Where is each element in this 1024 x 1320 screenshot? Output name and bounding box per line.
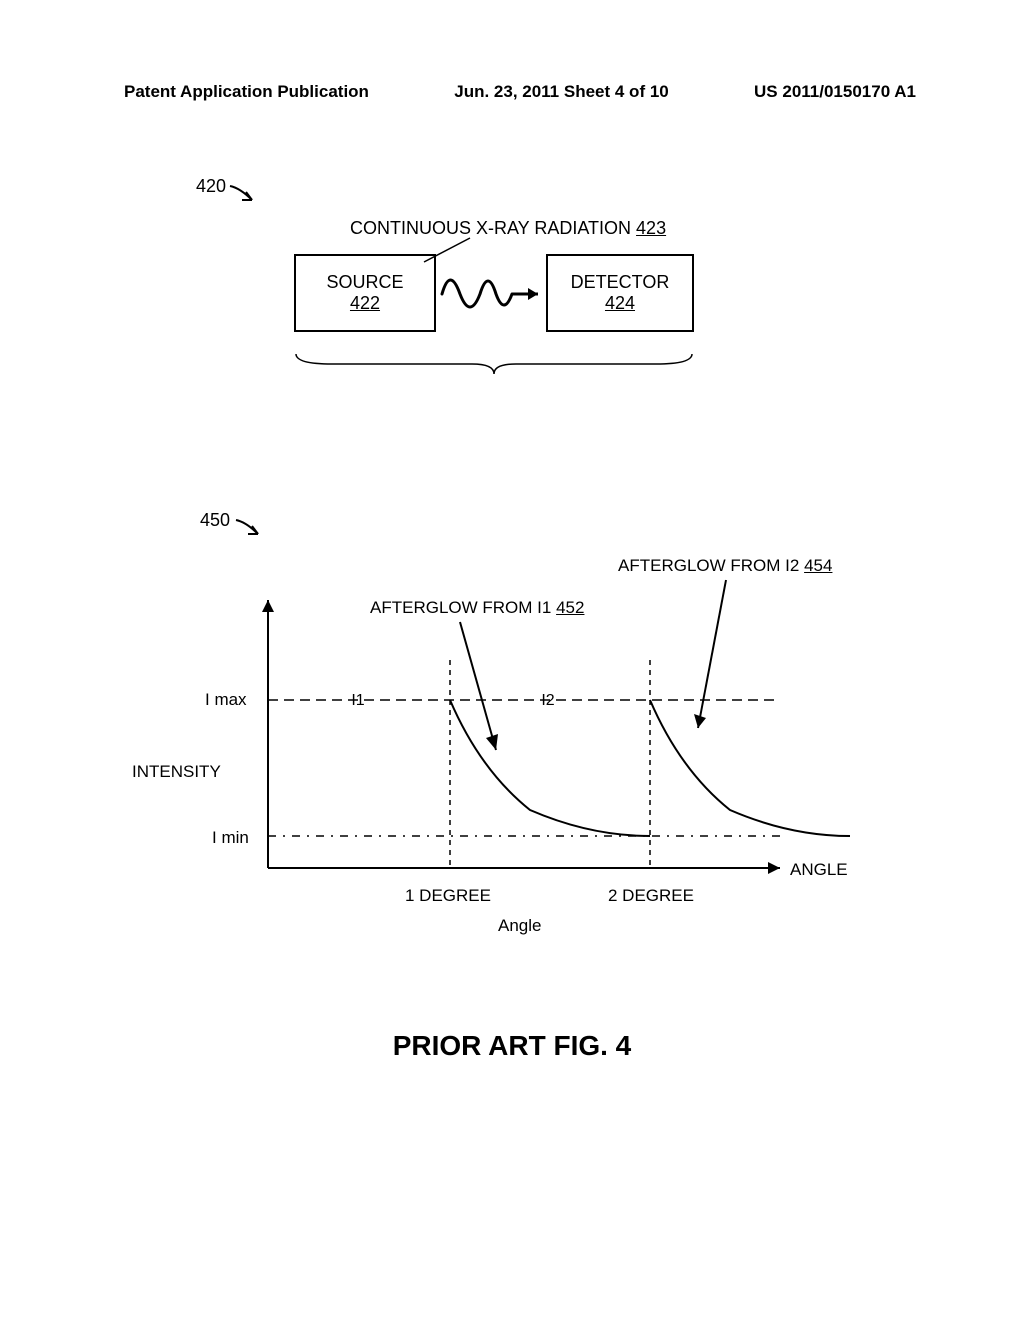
- chart-450-plot: I1 I2: [0, 510, 900, 950]
- radiation-wave-icon: [438, 264, 546, 322]
- diagram-420: 420 CONTINUOUS X-RAY RADIATION 423 SOURC…: [0, 176, 1024, 426]
- detector-num: 424: [605, 293, 635, 314]
- brace-under-icon: [292, 350, 696, 380]
- source-num: 422: [350, 293, 380, 314]
- svg-text:I2: I2: [541, 692, 554, 709]
- header-right: US 2011/0150170 A1: [754, 82, 916, 102]
- source-label: SOURCE: [326, 272, 403, 293]
- header-center: Jun. 23, 2011 Sheet 4 of 10: [454, 82, 669, 102]
- header-left: Patent Application Publication: [124, 82, 369, 102]
- detector-box: DETECTOR 424: [546, 254, 694, 332]
- ref-420-arrow: [228, 182, 264, 210]
- figure-caption: PRIOR ART FIG. 4: [0, 1030, 1024, 1062]
- detector-label: DETECTOR: [571, 272, 670, 293]
- ref-num-420: 420: [196, 176, 226, 197]
- title-continuous-xray: CONTINUOUS X-RAY RADIATION 423: [350, 218, 666, 239]
- chart-450: 450 AFTERGLOW FROM I2 454 AFTERGLOW FROM…: [0, 510, 1024, 950]
- patent-header: Patent Application Publication Jun. 23, …: [0, 82, 1024, 102]
- svg-text:I1: I1: [351, 692, 364, 709]
- source-box: SOURCE 422: [294, 254, 436, 332]
